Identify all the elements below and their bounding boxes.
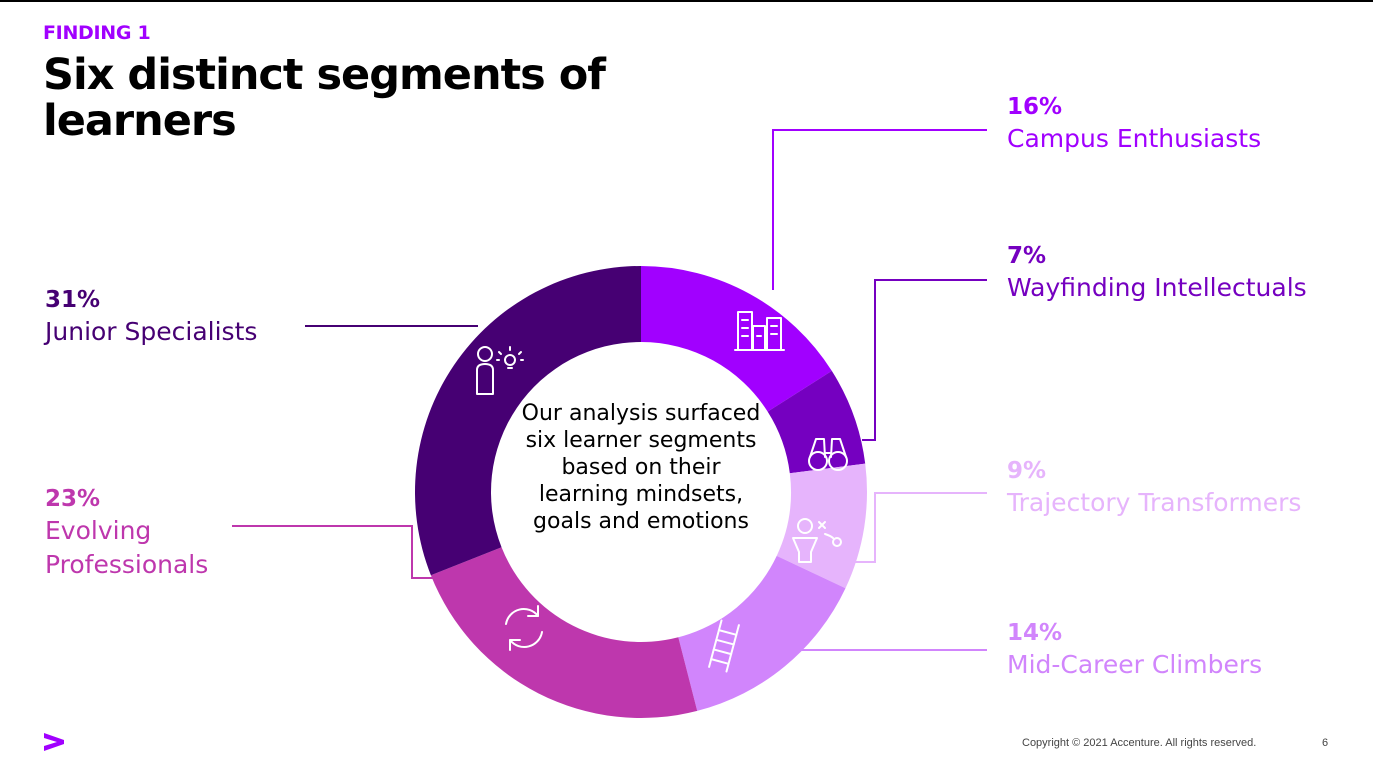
label-junior-specialists: 31% Junior Specialists bbox=[45, 285, 257, 349]
series-label: Evolving Professionals bbox=[45, 514, 245, 582]
value-label: 16% bbox=[1007, 92, 1261, 122]
leader-line bbox=[773, 130, 987, 290]
page-number: 6 bbox=[1322, 737, 1328, 749]
label-evolving-professionals: 23% Evolving Professionals bbox=[45, 484, 245, 582]
accenture-logo bbox=[42, 731, 66, 753]
value-label: 7% bbox=[1007, 241, 1307, 271]
label-trajectory-transformers: 9% Trajectory Transformers bbox=[1007, 456, 1301, 520]
value-label: 23% bbox=[45, 484, 245, 514]
value-label: 9% bbox=[1007, 456, 1301, 486]
series-label: Campus Enthusiasts bbox=[1007, 122, 1261, 156]
donut-center-text: Our analysis surfaced six learner segmen… bbox=[515, 400, 767, 535]
label-mid-career-climbers: 14% Mid-Career Climbers bbox=[1007, 618, 1262, 682]
leader-lines bbox=[232, 130, 987, 650]
series-label: Trajectory Transformers bbox=[1007, 486, 1301, 520]
value-label: 14% bbox=[1007, 618, 1262, 648]
copyright-text: Copyright © 2021 Accenture. All rights r… bbox=[1022, 737, 1256, 749]
slice-evolving-professionals bbox=[431, 547, 697, 718]
leader-line bbox=[862, 280, 987, 440]
series-label: Wayfinding Intellectuals bbox=[1007, 271, 1307, 305]
series-label: Mid-Career Climbers bbox=[1007, 648, 1262, 682]
series-label: Junior Specialists bbox=[45, 315, 257, 349]
leader-line bbox=[232, 526, 435, 578]
label-wayfinding-intellectuals: 7% Wayfinding Intellectuals bbox=[1007, 241, 1307, 305]
label-campus-enthusiasts: 16% Campus Enthusiasts bbox=[1007, 92, 1261, 156]
slice-mid-career-climbers bbox=[678, 556, 845, 711]
value-label: 31% bbox=[45, 285, 257, 315]
leader-line bbox=[854, 493, 987, 562]
